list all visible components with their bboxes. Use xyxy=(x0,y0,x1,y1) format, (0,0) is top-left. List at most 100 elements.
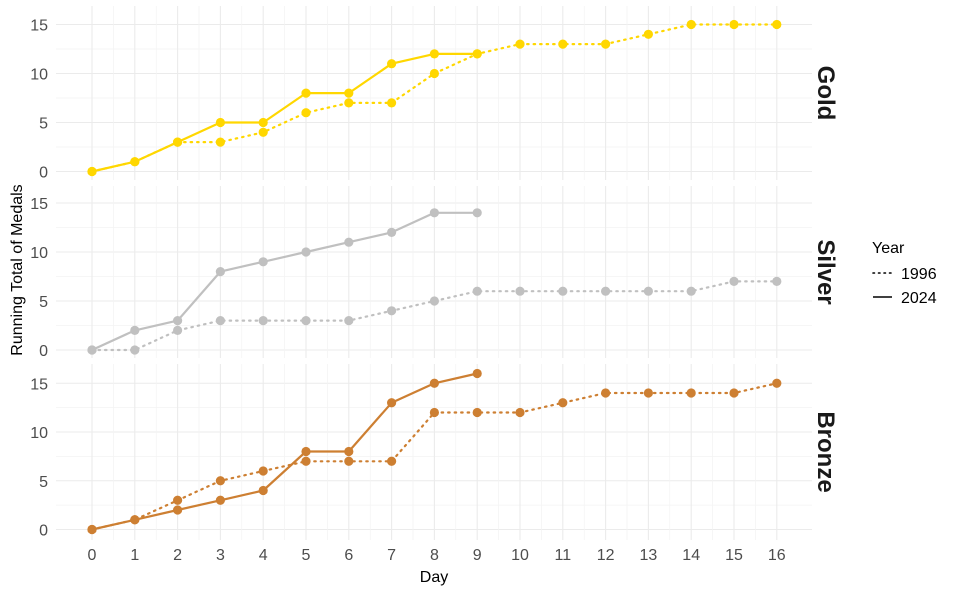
y-axis-title: Running Total of Medals xyxy=(9,184,26,355)
gold-2024-point xyxy=(258,117,268,128)
silver-1996-point xyxy=(429,296,439,306)
silver-1996-point xyxy=(344,316,354,326)
gold-2024-point xyxy=(387,59,397,69)
x-tick-label: 0 xyxy=(88,547,97,564)
gold-1996-point xyxy=(215,137,225,147)
y-tick-label: 10 xyxy=(30,425,48,442)
silver-1996-point xyxy=(686,286,696,296)
gold-1996-point xyxy=(344,98,354,108)
bronze-1996-point xyxy=(215,476,225,486)
bronze-1996-point xyxy=(601,388,611,398)
silver-2024-point xyxy=(344,237,354,247)
grid-layer xyxy=(56,6,812,540)
bronze-2024-point xyxy=(429,378,439,388)
gold-1996-point xyxy=(772,19,782,30)
silver-2024-point xyxy=(258,257,268,267)
bronze-1996-point xyxy=(387,456,397,466)
bronze-2024-line xyxy=(90,372,479,531)
strip-label-gold: Gold xyxy=(812,66,839,121)
silver-1996-point xyxy=(601,286,611,296)
silver-1996-point xyxy=(515,286,525,296)
gold-2024-point xyxy=(173,137,183,147)
strip-label-bronze: Bronze xyxy=(812,411,839,492)
x-tick-labels: 0 1 2 3 4 5 6 7 8 9 10 11 12 13 14 15 16 xyxy=(88,547,786,564)
bronze-1996-point xyxy=(429,407,439,418)
legend-label-1996: 1996 xyxy=(901,266,937,283)
strip-label-silver: Silver xyxy=(812,239,839,304)
x-tick-label: 16 xyxy=(768,547,786,564)
x-tick-label: 1 xyxy=(130,547,139,564)
bronze-1996-point xyxy=(344,456,354,466)
x-tick-label: 15 xyxy=(725,547,743,564)
x-tick-label: 9 xyxy=(473,547,482,564)
silver-1996-point xyxy=(387,306,397,316)
silver-1996-point xyxy=(301,316,311,326)
bronze-2024-point xyxy=(87,524,97,535)
gold-2024-point xyxy=(87,166,97,177)
gold-1996-point xyxy=(558,39,568,49)
silver-2024-line xyxy=(90,211,479,352)
silver-2024-point xyxy=(387,227,397,237)
bronze-1996-point xyxy=(686,388,696,398)
y-tick-label: 5 xyxy=(39,474,48,491)
gold-1996-point xyxy=(686,19,696,30)
bronze-1996-point xyxy=(258,466,268,476)
gold-1996-point xyxy=(258,127,268,137)
silver-2024-point xyxy=(301,247,311,257)
y-tick-labels: 0 5 10 15 0 5 10 15 0 5 10 15 xyxy=(30,18,48,540)
silver-1996-point xyxy=(258,316,268,326)
bronze-2024-point xyxy=(472,368,482,379)
bronze-2024-point xyxy=(173,505,183,515)
x-tick-label: 14 xyxy=(682,547,700,564)
x-tick-label: 6 xyxy=(344,547,353,564)
y-tick-label: 15 xyxy=(30,376,48,393)
legend-label-2024: 2024 xyxy=(901,290,937,307)
gold-2024-point xyxy=(429,49,439,59)
x-tick-label: 12 xyxy=(597,547,615,564)
y-tick-label: 0 xyxy=(39,165,48,182)
series-layer xyxy=(87,19,782,535)
x-tick-label: 13 xyxy=(640,547,658,564)
y-tick-label: 15 xyxy=(30,18,48,35)
bronze-1996-point xyxy=(643,388,654,398)
gold-1996-point xyxy=(601,39,611,49)
silver-1996-point xyxy=(472,286,482,296)
bronze-1996-point xyxy=(729,388,739,398)
bronze-2024-point xyxy=(215,495,225,505)
silver-1996-point xyxy=(215,316,225,326)
bronze-1996-point xyxy=(558,398,568,408)
x-tick-label: 5 xyxy=(302,547,311,564)
bronze-2024-point xyxy=(387,398,397,408)
y-tick-label: 15 xyxy=(30,196,48,213)
gold-2024-point xyxy=(215,117,225,128)
x-tick-label: 2 xyxy=(173,547,182,564)
gold-1996-point xyxy=(429,68,439,79)
x-tick-label: 4 xyxy=(259,547,268,564)
bronze-1996-point xyxy=(772,378,782,388)
bronze-1996-point xyxy=(301,456,311,466)
y-tick-label: 0 xyxy=(39,343,48,360)
silver-1996-point xyxy=(643,286,654,296)
gold-2024-point xyxy=(472,49,482,59)
silver-2024-point xyxy=(173,316,183,326)
x-tick-label: 3 xyxy=(216,547,225,564)
x-axis-title: Day xyxy=(420,569,448,586)
silver-2024-point xyxy=(429,208,439,218)
silver-1996-point xyxy=(173,325,183,335)
legend: Year 1996 2024 xyxy=(872,240,937,307)
gold-2024-point xyxy=(344,88,354,98)
silver-2024-point xyxy=(472,208,482,218)
gold-2024-point xyxy=(130,157,140,167)
y-tick-label: 10 xyxy=(30,245,48,262)
bronze-1996-point xyxy=(173,495,183,505)
silver-1996-point xyxy=(772,276,782,286)
gold-1996-point xyxy=(643,29,654,39)
gold-2024-line xyxy=(90,52,479,173)
y-tick-label: 5 xyxy=(39,294,48,311)
gold-1996-point xyxy=(515,39,525,49)
gold-1996-point xyxy=(387,98,397,108)
bronze-2024-point xyxy=(301,446,311,457)
bronze-1996-point xyxy=(472,407,482,418)
silver-1996-point xyxy=(558,286,568,296)
